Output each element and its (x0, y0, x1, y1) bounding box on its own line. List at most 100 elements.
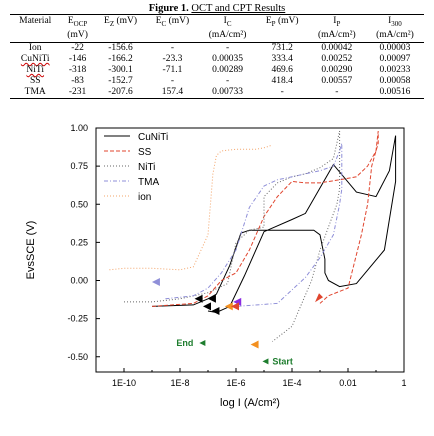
y-tick-label: 0.50 (70, 199, 88, 209)
polarization-chart: -0.50 -0.25 0.00 0.25 0.50 0.75 1.00 1E-10 1E-8 1… (25, 123, 407, 409)
x-axis-label: log I (A/cm²) (220, 397, 280, 409)
annotation-arrow (199, 340, 206, 347)
value-cell: -207.6 (94, 86, 147, 99)
annotations: End Start (151, 278, 323, 366)
value-cell: - (170, 75, 175, 86)
value-cell: 0.00233 (379, 64, 411, 75)
legend-label: TMA (138, 177, 159, 188)
series-line-ion (109, 144, 273, 271)
table-row: TMA -231 -207.6 157.4 0.00733- -0.00516 (10, 86, 424, 99)
value-cell: 0.00035 (212, 53, 244, 64)
x-tick-label: 1E-10 (112, 378, 136, 388)
header-unit: (mA/cm²) (365, 29, 424, 43)
material-cell: NiTi (26, 64, 45, 75)
direction-arrow (250, 340, 259, 349)
value-cell: -22 (71, 42, 84, 53)
header-label: I (333, 16, 337, 26)
value-cell: 157.4 (146, 86, 199, 99)
value-cell: 0.00289 (212, 64, 244, 75)
material-cell: TMA (10, 86, 61, 99)
value-cell: -71.1 (162, 64, 183, 75)
y-tick-label: 0.00 (70, 276, 88, 286)
table-row: Ion -22 -156.6 - - 731.2 0.00042 0.00003 (10, 42, 424, 54)
value-cell: 0.00003 (379, 42, 411, 53)
material-cell: Ion (28, 42, 42, 53)
header-unit-inline: (mV) (166, 16, 190, 26)
plot-frame (95, 127, 405, 373)
value-cell: -166.2 (108, 53, 133, 64)
figure-caption: Figure 1. OCT and CPT Results (0, 3, 434, 14)
direction-arrow (203, 302, 211, 311)
value-cell: -83 (71, 75, 84, 86)
value-cell: -23.3 (162, 53, 183, 64)
value-cell: 0.00290 (321, 64, 353, 75)
header-subscript: C (161, 19, 167, 28)
header-cell: EC (mV) (146, 13, 199, 30)
direction-arrow (207, 294, 216, 303)
value-cell: 0.00058 (379, 75, 411, 86)
header-label: E (265, 16, 272, 26)
header-cell: IP (307, 13, 366, 30)
legend-label: CuNiTi (138, 132, 168, 143)
value-cell: - (226, 75, 230, 86)
direction-arrow (315, 293, 323, 303)
direction-arrow (211, 307, 220, 315)
legend-label: ion (138, 192, 151, 203)
x-tick-label: 0.01 (339, 378, 357, 388)
header-label: E (155, 16, 162, 26)
series-line-tma (165, 143, 343, 307)
header-subscript: P (271, 19, 276, 28)
value-cell: - (170, 42, 175, 53)
header-subscript: 300 (391, 19, 402, 28)
header-unit: (mA/cm²) (307, 29, 366, 43)
annotation-end: End (176, 338, 193, 348)
x-tick-label: 1 (401, 378, 406, 388)
table-row: SS -83 -152.7 - - 418.4 0.00557 0.00058 (10, 76, 424, 87)
header-cell: IC (198, 13, 257, 30)
figure-title: OCT and CPT Results (191, 3, 286, 14)
plot-area (109, 130, 397, 342)
value-cell: -300.1 (108, 64, 133, 75)
direction-arrow (233, 297, 242, 306)
header-unit (146, 29, 199, 43)
value-cell: 0.00097 (379, 53, 411, 64)
header-label: I (223, 16, 227, 26)
header-subscript: C (226, 19, 232, 28)
direction-arrow (224, 302, 233, 311)
header-cell: Material (10, 13, 61, 30)
header-unit (256, 29, 308, 43)
header-unit-inline: (mV) (275, 16, 299, 26)
direction-arrow (151, 278, 160, 287)
header-cell: EZ (mV) (94, 13, 147, 30)
value-cell: 469.6 (271, 64, 293, 75)
y-tick-label: -0.50 (67, 352, 88, 362)
results-table: Material EOCP EZ (mV) EC (mV) IC EP (mV) IP I30… (10, 13, 424, 99)
value-cell: -146 (68, 53, 87, 64)
y-tick-label: 0.75 (70, 161, 88, 171)
header-unit: (mA/cm²) (198, 29, 257, 43)
header-cell: EP (mV) (256, 13, 308, 30)
y-tick-label: 0.25 (70, 237, 88, 247)
x-tick-label: 1E-4 (282, 378, 301, 388)
table-unit-row: (mV) (mA/cm²) (mA/cm²) (mA/cm²) (10, 29, 424, 43)
header-unit-inline: (mV) (114, 16, 138, 26)
series-line-cuniti (151, 135, 397, 314)
value-cell: - (256, 86, 308, 99)
figure-label: Figure 1. (148, 3, 189, 14)
header-label: E (104, 16, 110, 26)
header-label: I (388, 16, 392, 26)
header-unit: (mV) (60, 29, 95, 43)
value-cell: 731.2 (271, 42, 293, 53)
table-body: Ion -22 -156.6- -731.2 0.00042 0.00003 CuNiTi -… (10, 42, 424, 99)
value-cell: 0.00252 (321, 53, 353, 64)
legend: CuNiTi SS NiTi TMA ion (104, 132, 168, 203)
header-label: Material (19, 16, 52, 26)
x-tick-label: 1E-6 (226, 378, 245, 388)
annotation-arrow (262, 358, 269, 365)
header-label: E (67, 16, 74, 26)
value-cell: 333.4 (271, 53, 293, 64)
value-cell: -152.7 (108, 75, 133, 86)
value-cell: 0.00516 (365, 86, 424, 99)
y-tick-label: -0.25 (67, 314, 88, 324)
table-row: CuNiTi -146 -166.2 -23.3 0.00035 333.4 0.00252… (10, 54, 424, 65)
